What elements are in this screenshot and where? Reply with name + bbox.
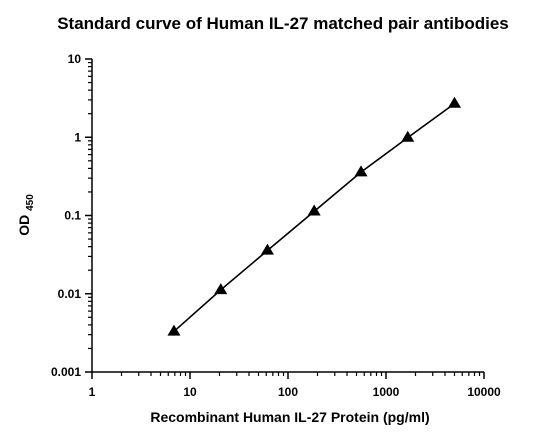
data-point-triangle bbox=[214, 283, 228, 295]
data-point-triangle bbox=[401, 130, 415, 142]
data-series bbox=[167, 96, 461, 336]
x-axis-title: Recombinant Human IL-27 Protein (pg/ml) bbox=[150, 409, 429, 425]
y-tick-label: 0.1 bbox=[64, 209, 81, 223]
chart-title: Standard curve of Human IL-27 matched pa… bbox=[57, 14, 509, 33]
data-point-triangle bbox=[354, 165, 368, 177]
x-axis-ticks: 1 10 100 1000 10000 bbox=[89, 372, 501, 399]
series-line bbox=[173, 102, 455, 333]
data-point-triangle bbox=[307, 204, 321, 216]
x-tick-label: 10 bbox=[183, 385, 197, 399]
data-point-triangle bbox=[167, 324, 181, 336]
data-point-triangle bbox=[447, 96, 461, 108]
x-tick-label: 1000 bbox=[373, 385, 400, 399]
y-axis-title-subscript: 450 bbox=[25, 194, 36, 211]
axes bbox=[91, 59, 484, 373]
x-tick-label: 100 bbox=[278, 385, 298, 399]
y-tick-label: 0.01 bbox=[58, 287, 82, 301]
x-tick-label: 10000 bbox=[467, 385, 501, 399]
y-axis-title: OD 450 bbox=[16, 194, 36, 236]
x-tick-label: 1 bbox=[89, 385, 96, 399]
y-axis-title-main: OD bbox=[16, 215, 32, 236]
y-tick-label: 10 bbox=[68, 52, 82, 66]
y-tick-label: 1 bbox=[74, 130, 81, 144]
y-axis-ticks: 0.001 0.01 0.1 1 10 bbox=[51, 52, 92, 379]
data-point-triangle bbox=[260, 243, 274, 255]
y-tick-label: 0.001 bbox=[51, 365, 81, 379]
